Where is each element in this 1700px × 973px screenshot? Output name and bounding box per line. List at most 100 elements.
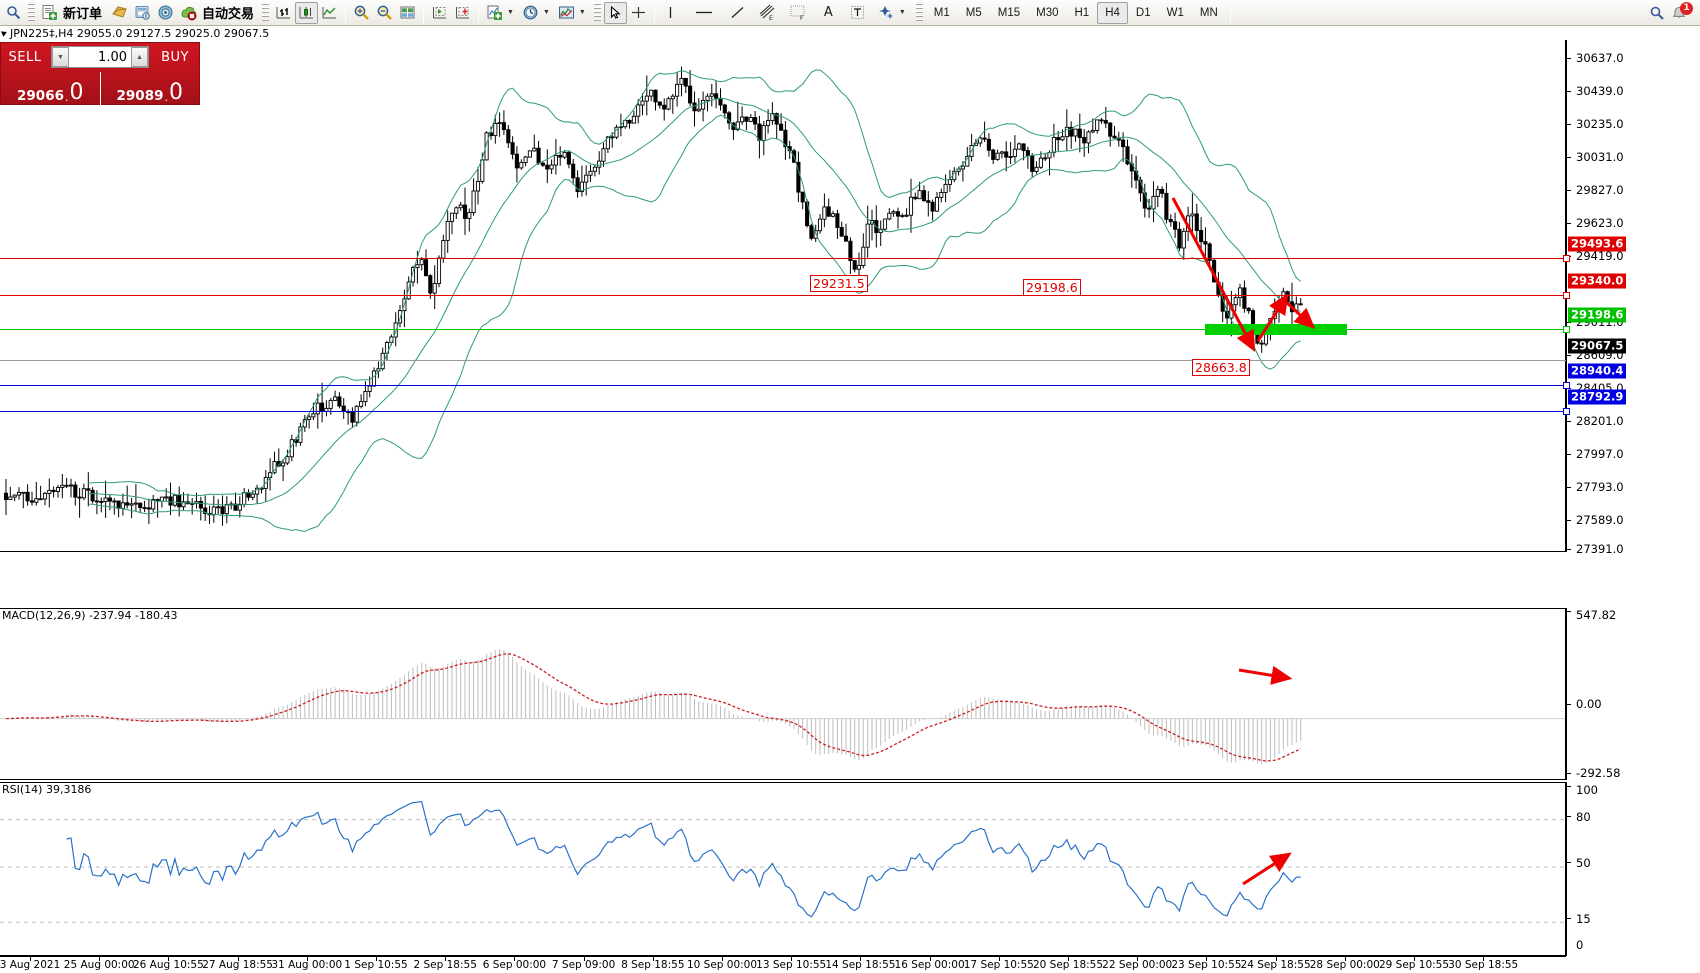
main-toolbar: 新订单 自动交易 (0, 0, 1700, 26)
chart-toolbar-grip[interactable] (262, 3, 270, 22)
price-pane[interactable] (0, 40, 1566, 552)
auto-scroll-icon[interactable] (451, 2, 474, 24)
text-label-icon[interactable] (846, 2, 869, 24)
templates-icon[interactable] (483, 2, 506, 24)
rsi-axis[interactable]: 100 80 50 15 0 (1566, 782, 1700, 956)
support-zone-line-29198[interactable] (0, 326, 1570, 333)
price-tick: 30031.0 (1576, 150, 1624, 164)
search-icon[interactable] (2, 2, 25, 24)
periodicity-icon[interactable] (519, 2, 542, 24)
macd-pane[interactable] (0, 608, 1566, 780)
equidistant-channel-icon[interactable]: E (755, 2, 780, 24)
price-tag-29340[interactable]: 29340.0 (1568, 273, 1627, 289)
toolbar-separator-2 (423, 2, 425, 23)
shapes-dropdown-arrow[interactable]: ▼ (898, 9, 906, 16)
timeframe-d1[interactable]: D1 (1135, 6, 1151, 19)
buy-price[interactable]: 29089 . 0 (101, 72, 200, 105)
indicators-icon[interactable] (555, 2, 578, 24)
price-chart-canvas[interactable] (0, 40, 1565, 550)
rsi-tick: 80 (1576, 810, 1591, 824)
support-line-28792[interactable] (0, 408, 1570, 415)
volume-decrement-button[interactable]: ▼ (52, 47, 69, 67)
cursor-icon[interactable] (603, 1, 627, 24)
price-tag-28792[interactable]: 28792.9 (1568, 389, 1627, 405)
candlestick-chart-icon[interactable] (295, 1, 319, 24)
macd-chart-canvas[interactable] (0, 609, 1565, 780)
resistance-tag-29231[interactable]: 29231.5 (810, 275, 868, 292)
navigator-icon[interactable] (131, 2, 154, 24)
one-click-trading-panel[interactable]: SELL ▼ 1.00 ▲ BUY 29066 . 0 29089 . 0 (0, 42, 200, 105)
time-axis[interactable]: 3 Aug 2021 25 Aug 00:00 26 Aug 10:55 27 Aug… (0, 956, 1566, 973)
timeframe-h1[interactable]: H1 (1074, 6, 1090, 19)
rsi-tick: 100 (1576, 783, 1598, 797)
rsi-tick: 50 (1576, 856, 1591, 870)
rsi-tick: 0 (1576, 938, 1584, 952)
resistance-line-29340[interactable] (0, 292, 1570, 299)
data-window-icon[interactable] (108, 2, 131, 24)
price-tag-29493[interactable]: 29493.6 (1568, 236, 1627, 252)
timeframe-m30[interactable]: M30 (1036, 6, 1059, 19)
support-zone-highlight[interactable] (1205, 324, 1347, 335)
level-knob[interactable] (1563, 382, 1570, 389)
sell-price[interactable]: 29066 . 0 (1, 72, 100, 105)
rsi-chart-canvas[interactable] (0, 783, 1565, 956)
search-icon-right[interactable] (1645, 2, 1668, 24)
new-order-button[interactable] (38, 2, 61, 24)
tools-toolbar-grip[interactable] (593, 3, 601, 22)
line-chart-icon[interactable] (318, 2, 341, 24)
timeframe-toolbar-grip[interactable] (915, 3, 923, 22)
bar-chart-icon[interactable] (272, 2, 295, 24)
fibonacci-icon[interactable]: F (786, 2, 811, 24)
timeframe-h4[interactable]: H4 (1097, 1, 1128, 24)
timeframe-w1[interactable]: W1 (1166, 6, 1184, 19)
resistance-line-29493[interactable] (0, 255, 1570, 262)
level-knob[interactable] (1563, 255, 1570, 262)
vertical-line-icon[interactable] (659, 2, 682, 24)
macd-indicator-label: MACD(12,26,9) -237.94 -180.43 (2, 609, 178, 622)
time-label: 24 Sep 18:55 (1240, 959, 1311, 971)
price-tag-28940[interactable]: 28940.4 (1568, 363, 1627, 379)
timeframe-m1[interactable]: M1 (933, 6, 950, 19)
shapes-icon[interactable] (875, 2, 898, 24)
text-icon[interactable]: A (823, 5, 833, 20)
horizontal-line-icon[interactable] (690, 2, 718, 24)
volume-input[interactable]: 1.00 (98, 49, 127, 65)
rsi-pane[interactable] (0, 782, 1566, 956)
rsi-indicator-label: RSI(14) 39,3186 (2, 783, 92, 796)
zoom-out-icon[interactable] (373, 2, 396, 24)
toolbar-grip[interactable] (28, 3, 35, 22)
price-tag-29198[interactable]: 29198.6 (1568, 307, 1627, 323)
terminal-icon[interactable] (154, 2, 177, 24)
price-tick: 28201.0 (1576, 414, 1624, 428)
level-knob[interactable] (1563, 326, 1570, 333)
level-knob[interactable] (1563, 292, 1570, 299)
indicators-dropdown-arrow[interactable]: ▼ (578, 9, 586, 16)
support-line-28940[interactable] (0, 382, 1570, 389)
volume-increment-button[interactable]: ▲ (131, 47, 148, 67)
crosshair-icon[interactable] (627, 2, 650, 24)
price-axis[interactable]: 30637.0 30439.0 30235.0 30031.0 29827.0 … (1566, 40, 1700, 556)
timeframe-m15[interactable]: M15 (997, 6, 1021, 19)
support-tag-28663[interactable]: 28663.8 (1192, 359, 1250, 376)
buy-button[interactable]: BUY (161, 50, 189, 65)
sell-button[interactable]: SELL (8, 50, 42, 65)
level-knob[interactable] (1563, 408, 1570, 415)
resistance-tag-29198[interactable]: 29198.6 (1023, 279, 1081, 296)
chart-shift-icon[interactable] (428, 2, 451, 24)
tile-windows-icon[interactable] (396, 2, 419, 24)
volume-input-group[interactable]: ▼ 1.00 ▲ (51, 46, 149, 68)
toolbar-separator (345, 2, 347, 23)
notification-bell-icon[interactable]: 1 (1668, 1, 1693, 24)
templates-dropdown-arrow[interactable]: ▼ (507, 9, 514, 16)
macd-axis[interactable]: 547.82 0.00 -292.58 (1566, 608, 1700, 780)
price-tick: 27391.0 (1576, 542, 1624, 556)
zoom-in-icon[interactable] (350, 2, 373, 24)
timeframe-mn[interactable]: MN (1199, 6, 1218, 19)
timeframe-m5[interactable]: M5 (965, 6, 982, 19)
time-label: 17 Sep 10:55 (963, 959, 1034, 971)
price-tick: 29827.0 (1576, 183, 1624, 197)
auto-trading-icon[interactable] (177, 2, 200, 24)
periodicity-dropdown-arrow[interactable]: ▼ (542, 9, 550, 16)
time-label: 13 Sep 10:55 (756, 959, 827, 971)
trendline-icon[interactable] (726, 2, 749, 24)
